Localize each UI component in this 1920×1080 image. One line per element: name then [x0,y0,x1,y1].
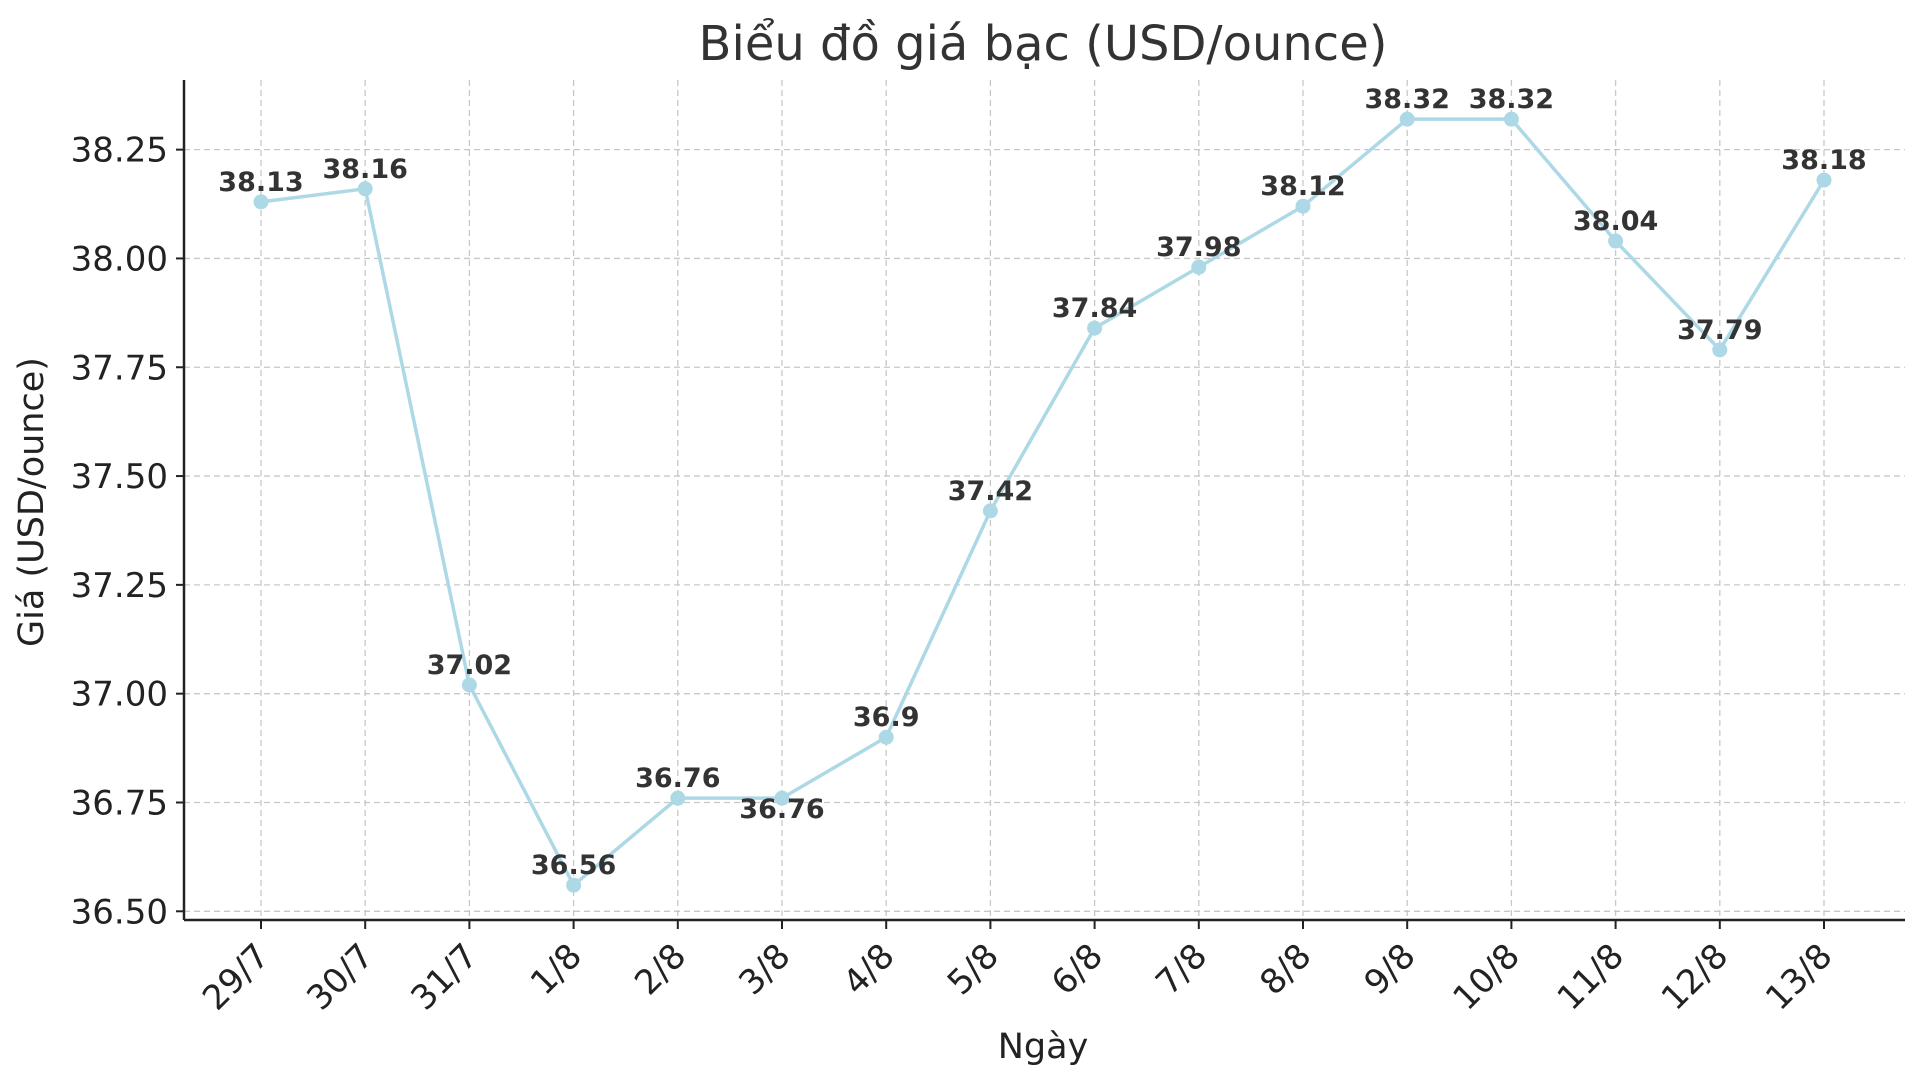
data-label: 37.42 [948,476,1033,507]
data-label: 37.79 [1677,315,1762,346]
x-tick-label: 4/8 [836,936,903,1003]
y-tick-label: 38.25 [71,131,168,171]
x-tick-label: 29/7 [195,936,277,1018]
data-label: 37.98 [1156,232,1241,263]
x-tick-label: 6/8 [1044,936,1111,1003]
series-layer [253,111,1832,893]
data-label: 36.76 [635,763,720,794]
data-point-marker [566,877,582,893]
x-tick-label: 30/7 [299,936,381,1018]
y-tick-label: 37.00 [71,675,168,715]
data-label: 38.13 [218,167,303,198]
data-label: 37.84 [1052,293,1137,324]
data-point-marker [878,729,894,745]
data-label: 37.02 [427,650,512,681]
y-tick-label: 37.75 [71,348,168,388]
data-label: 38.18 [1781,145,1866,176]
data-label: 36.9 [853,702,920,733]
data-point-marker [1608,233,1624,249]
y-tick-label: 37.50 [71,457,168,497]
x-axis-ticks: 29/7 30/7 31/7 1/8 2/8 3/8 4/8 5/8 6/8 7/8 8/8 9/8 1… [195,920,1840,1018]
data-point-marker [1295,198,1311,214]
y-tick-label: 38.00 [71,239,168,279]
data-point-marker [357,181,373,197]
x-tick-label: 13/8 [1758,936,1840,1018]
data-point-marker [461,677,477,693]
y-tick-label: 36.50 [71,892,168,932]
chart-title: Biểu đồ giá bạc (USD/ounce) [699,16,1388,72]
data-point-marker [774,790,790,806]
data-label: 38.32 [1364,84,1449,115]
data-label: 36.56 [531,850,616,881]
data-point-marker [1191,259,1207,275]
data-label: 36.76 [739,794,824,825]
data-label: 38.12 [1260,171,1345,202]
data-point-marker [1503,111,1519,127]
data-point-marker [1399,111,1415,127]
data-label: 38.16 [322,154,407,185]
series-line [260,117,1826,887]
x-tick-label: 1/8 [523,936,590,1003]
data-point-marker [1712,342,1728,358]
y-axis-ticks: 36.50 36.75 37.00 37.25 37.50 37.75 38.00 38.25 [71,131,184,932]
axes-layer [182,80,1905,922]
y-tick-label: 36.75 [71,783,168,823]
x-tick-label: 5/8 [940,936,1007,1003]
x-tick-label: 3/8 [731,936,798,1003]
x-tick-label: 11/8 [1550,936,1632,1018]
x-tick-label: 9/8 [1357,936,1424,1003]
x-tick-label: 10/8 [1445,936,1527,1018]
data-point-marker [670,790,686,806]
x-axis-label: Ngày [998,1027,1089,1067]
data-labels-layer: 38.13 38.16 37.02 36.56 36.76 36.76 36.9 37.42 3… [218,84,1866,881]
x-tick-label: 2/8 [627,936,694,1003]
data-point-marker [253,194,269,210]
y-tick-label: 37.25 [71,566,168,606]
data-point-marker [1816,172,1832,188]
grid-layer [184,80,1905,920]
data-label: 38.32 [1469,84,1554,115]
data-label: 38.04 [1573,206,1658,237]
x-tick-label: 31/7 [403,936,485,1018]
y-axis-label: Giá (USD/ounce) [12,357,52,647]
data-point-marker [982,503,998,519]
x-tick-label: 12/8 [1654,936,1736,1018]
x-tick-label: 7/8 [1148,936,1215,1003]
x-tick-label: 8/8 [1252,936,1319,1003]
data-point-marker [1087,320,1103,336]
